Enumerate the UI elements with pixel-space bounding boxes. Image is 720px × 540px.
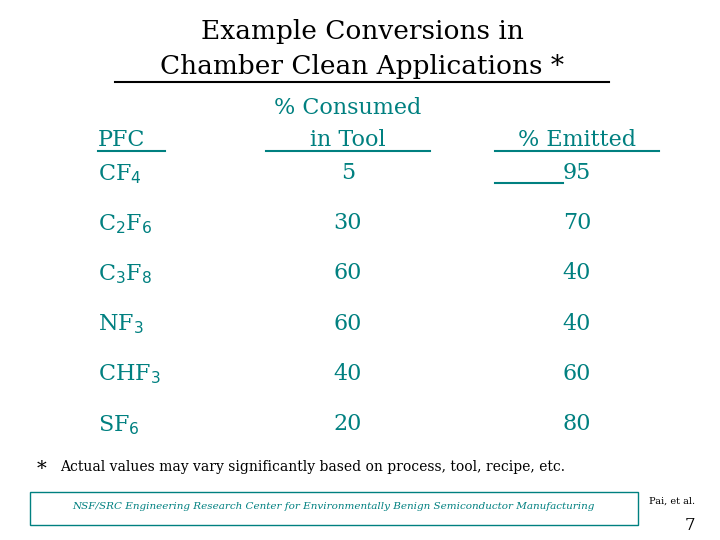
Text: CF$_4$: CF$_4$ (97, 162, 141, 186)
Text: *: * (37, 460, 47, 478)
Text: NSF/SRC Engineering Research Center for Environmentally Benign Semiconductor Man: NSF/SRC Engineering Research Center for … (73, 502, 595, 511)
Text: % Consumed: % Consumed (274, 97, 422, 119)
Text: Pai, et al.: Pai, et al. (649, 497, 695, 506)
Text: 5: 5 (341, 162, 355, 184)
FancyBboxPatch shape (30, 492, 638, 525)
Text: 80: 80 (562, 413, 591, 435)
Text: 40: 40 (334, 363, 362, 385)
Text: 40: 40 (563, 262, 591, 285)
Text: 20: 20 (334, 413, 362, 435)
Text: 30: 30 (333, 212, 362, 234)
Text: 60: 60 (334, 313, 362, 335)
Text: 60: 60 (334, 262, 362, 285)
Text: C$_3$F$_8$: C$_3$F$_8$ (97, 262, 152, 286)
Text: Chamber Clean Applications *: Chamber Clean Applications * (161, 54, 564, 79)
Text: Actual values may vary significantly based on process, tool, recipe, etc.: Actual values may vary significantly bas… (60, 460, 565, 474)
Text: 95: 95 (563, 162, 591, 184)
Text: 70: 70 (563, 212, 591, 234)
Text: 7: 7 (684, 517, 695, 534)
Text: Example Conversions in: Example Conversions in (201, 19, 523, 44)
Text: NF$_3$: NF$_3$ (97, 313, 143, 336)
Text: CHF$_3$: CHF$_3$ (97, 363, 160, 387)
Text: PFC: PFC (97, 129, 145, 151)
Text: 40: 40 (563, 313, 591, 335)
Text: 60: 60 (563, 363, 591, 385)
Text: SF$_6$: SF$_6$ (97, 413, 139, 437)
Text: C$_2$F$_6$: C$_2$F$_6$ (97, 212, 152, 236)
Text: in Tool: in Tool (310, 129, 386, 151)
Text: % Emitted: % Emitted (518, 129, 636, 151)
